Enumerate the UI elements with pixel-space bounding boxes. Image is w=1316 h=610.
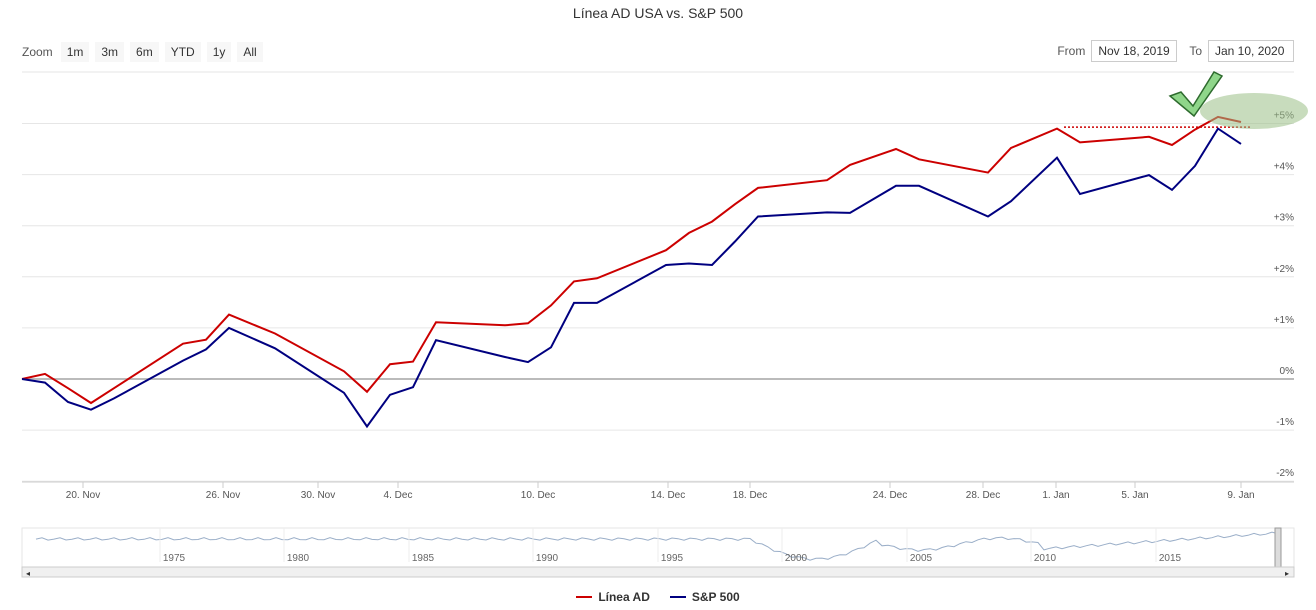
zoom-1y-button[interactable]: 1y xyxy=(206,42,232,62)
zoom-all-button[interactable]: All xyxy=(237,42,263,62)
zoom-controls: Zoom 1m 3m 6m YTD 1y All xyxy=(22,42,263,62)
navigator-handle[interactable] xyxy=(1274,527,1282,573)
x-tick-label: 26. Nov xyxy=(206,490,240,501)
nav-tick-label: 2000 xyxy=(785,553,808,564)
to-date-input[interactable] xyxy=(1208,40,1294,62)
zoom-label: Zoom xyxy=(22,45,53,59)
x-tick-label: 10. Dec xyxy=(521,490,555,501)
legend-label-sp500: S&P 500 xyxy=(691,590,740,604)
navigator-x-axis: 1975 1980 1985 1990 1995 2000 2005 2010 2015 xyxy=(159,528,1182,564)
y-tick-label: +3% xyxy=(1274,213,1294,224)
nav-tick-label: 2015 xyxy=(1159,553,1182,564)
x-tick-label: 4. Dec xyxy=(384,490,413,501)
x-tick-label: 24. Dec xyxy=(873,490,907,501)
y-tick-label: +1% xyxy=(1274,315,1294,326)
legend-item-ad[interactable]: Línea AD xyxy=(576,590,650,604)
y-tick-label: +2% xyxy=(1274,264,1294,275)
x-axis: 20. Nov 26. Nov 30. Nov 4. Dec 10. Dec 14. De… xyxy=(66,482,1255,501)
zoom-ytd-button[interactable]: YTD xyxy=(164,42,201,62)
zoom-1m-button[interactable]: 1m xyxy=(60,42,90,62)
chart-title: Línea AD USA vs. S&P 500 xyxy=(572,5,744,21)
nav-tick-label: 2010 xyxy=(1034,553,1057,564)
nav-tick-label: 1990 xyxy=(536,553,559,564)
x-tick-label: 14. Dec xyxy=(651,490,685,501)
from-date-input[interactable] xyxy=(1091,40,1178,62)
nav-tick-label: 1995 xyxy=(661,553,684,564)
legend-item-sp500[interactable]: S&P 500 xyxy=(669,590,740,604)
nav-tick-label: 1980 xyxy=(287,553,310,564)
scroll-right-arrow-icon[interactable]: ▸ xyxy=(1285,569,1289,578)
nav-tick-label: 1975 xyxy=(163,553,186,564)
zoom-3m-button[interactable]: 3m xyxy=(95,42,125,62)
checkmark-icon xyxy=(1168,71,1224,118)
legend-swatch-sp500 xyxy=(669,596,686,598)
x-tick-label: 28. Dec xyxy=(966,490,1000,501)
nav-tick-label: 2005 xyxy=(910,553,933,564)
legend-label-ad: Línea AD xyxy=(598,590,650,604)
to-label: To xyxy=(1189,44,1202,58)
date-range-selector: From To xyxy=(1057,40,1294,62)
zoom-6m-button[interactable]: 6m xyxy=(130,42,159,62)
y-axis: +5%+4%+3%+2%+1%0%-1%-2% xyxy=(1274,111,1294,480)
y-tick-label: +4% xyxy=(1274,162,1294,173)
grid xyxy=(22,71,1294,483)
series-line-ad xyxy=(21,115,1242,405)
x-tick-label: 18. Dec xyxy=(733,490,767,501)
navigator-scrollbar[interactable] xyxy=(21,566,1295,578)
from-label: From xyxy=(1057,44,1086,58)
legend-swatch-ad xyxy=(576,596,593,598)
nav-tick-label: 1985 xyxy=(412,553,435,564)
x-tick-label: 1. Jan xyxy=(1042,490,1069,501)
y-tick-label: -1% xyxy=(1276,417,1294,428)
y-tick-label: 0% xyxy=(1280,366,1295,377)
legend: Línea AD S&P 500 xyxy=(0,590,1316,604)
y-tick-label: -2% xyxy=(1276,468,1294,479)
series-line-sp500 xyxy=(21,127,1242,429)
x-tick-label: 5. Jan xyxy=(1121,490,1148,501)
highlight-ellipse xyxy=(1200,93,1308,129)
x-tick-label: 30. Nov xyxy=(301,490,335,501)
x-tick-label: 20. Nov xyxy=(66,490,100,501)
navigator[interactable]: 1975 1980 1985 1990 1995 2000 2005 2010 2015 ◂ ▸ xyxy=(0,522,1316,582)
scroll-left-arrow-icon[interactable]: ◂ xyxy=(26,569,30,578)
x-tick-label: 9. Jan xyxy=(1227,490,1254,501)
navigator-series-line xyxy=(35,531,1279,561)
